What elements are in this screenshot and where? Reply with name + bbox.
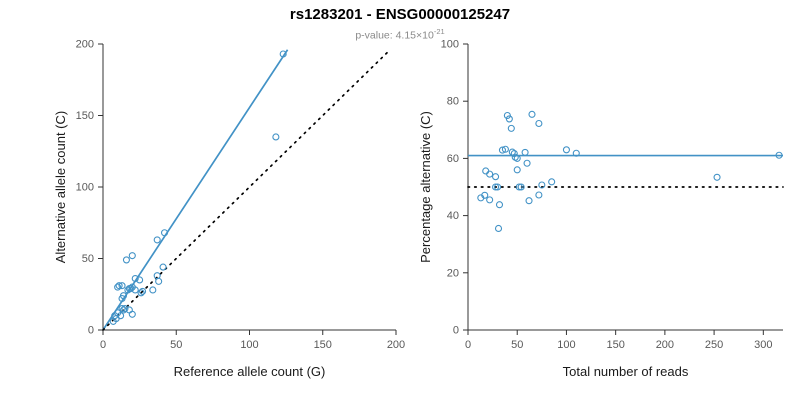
allele-count-scatter-plot: 0 50 100 150 200 0 50 100 150 200 Reference allele… [53, 39, 405, 380]
x-tick-label: 50 [511, 339, 523, 351]
data-point [482, 167, 490, 175]
x-tick-label: 200 [656, 339, 674, 351]
data-point [528, 110, 536, 118]
data-point [272, 133, 280, 141]
x-tick-label: 200 [387, 339, 405, 351]
data-point [507, 124, 515, 132]
data-point [127, 284, 135, 293]
regression-line [102, 49, 289, 331]
data-point [508, 148, 516, 156]
x-tick-label: 150 [314, 339, 332, 351]
data-point [279, 50, 287, 58]
data-point [775, 151, 783, 159]
percentage-vs-reads-scatter-plot: 0 50 100 150 200 250 300 0 20 40 60 80 100 Total numb… [418, 39, 784, 379]
data-point [503, 111, 511, 120]
y-tick-label: 200 [76, 39, 94, 51]
y-tick-label: 80 [447, 96, 459, 108]
x-tick-label: 0 [465, 339, 471, 351]
data-point [493, 183, 502, 191]
pvalue-subtitle: p-value: 4.15×10-21 [0, 27, 800, 42]
data-point [114, 283, 122, 291]
data-point [486, 170, 494, 178]
y-axis-title: Percentage alternative (C) [418, 111, 433, 263]
x-tick-label: 250 [705, 339, 723, 351]
y-tick-label: 150 [76, 110, 94, 122]
x-axis-title: Reference allele count (G) [174, 364, 326, 379]
x-tick-label: 100 [240, 339, 258, 351]
data-point [498, 146, 507, 154]
y-tick-label: 50 [82, 253, 94, 265]
x-tick-label: 300 [754, 339, 772, 351]
data-point [159, 263, 167, 271]
data-point [131, 274, 139, 283]
data-point [513, 166, 521, 174]
data-point [515, 183, 523, 191]
data-point [118, 304, 126, 313]
data-point [495, 201, 504, 209]
y-tick-label: 40 [447, 210, 459, 222]
data-point [153, 236, 161, 244]
data-point [128, 310, 136, 318]
data-point [521, 148, 529, 156]
data-point [136, 276, 144, 284]
data-point [117, 312, 125, 320]
data-point [121, 304, 129, 313]
data-point [481, 191, 489, 199]
x-axis-title: Total number of reads [563, 364, 689, 379]
data-point [548, 178, 556, 186]
data-point [137, 289, 145, 297]
data-point [535, 191, 543, 199]
data-point [486, 196, 494, 204]
data-point [713, 173, 721, 181]
x-tick-label: 0 [100, 339, 106, 351]
data-point [535, 119, 543, 128]
data-point [562, 146, 570, 154]
identity-line [102, 48, 391, 331]
data-point [513, 154, 521, 162]
x-tick-label: 100 [557, 339, 575, 351]
data-point [517, 183, 525, 191]
data-point [505, 115, 513, 123]
data-point [160, 229, 169, 237]
data-point [149, 286, 157, 294]
pvalue-text: p-value: 4.15×10 [355, 29, 434, 42]
y-tick-label: 100 [441, 39, 459, 51]
data-point [494, 224, 503, 233]
data-point [523, 159, 531, 167]
y-tick-label: 0 [88, 325, 94, 337]
y-axis-title: Alternative allele count (C) [53, 111, 68, 263]
y-tick-label: 60 [447, 153, 459, 165]
data-point [501, 145, 509, 153]
y-tick-label: 20 [447, 267, 459, 279]
y-tick-label: 100 [76, 182, 94, 194]
chart-title: rs1283201 - ENSG00000125247 [289, 6, 511, 23]
data-point [128, 252, 136, 260]
data-point [131, 286, 139, 294]
data-point [538, 181, 546, 189]
data-point [118, 282, 126, 290]
data-point [119, 292, 128, 300]
data-point [122, 256, 130, 264]
data-point [492, 183, 500, 191]
data-point [572, 149, 580, 157]
data-point [492, 173, 500, 181]
data-point [115, 282, 123, 290]
y-tick-label: 0 [453, 325, 459, 337]
x-tick-label: 150 [606, 339, 624, 351]
x-tick-label: 50 [170, 339, 182, 351]
data-point [139, 287, 147, 295]
pvalue-exponent: -21 [433, 27, 445, 36]
data-point [155, 277, 163, 285]
data-point [525, 197, 533, 205]
